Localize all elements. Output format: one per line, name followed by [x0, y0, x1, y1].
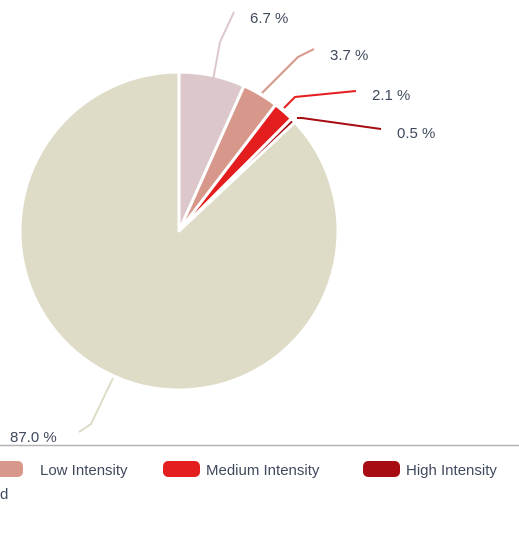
- legend-swatch-1: [163, 461, 200, 477]
- data-label-0: 87.0 %: [10, 429, 57, 446]
- data-label-4: 0.5 %: [397, 125, 435, 142]
- legend-swatch-2: [363, 461, 400, 477]
- legend-swatch-0: [0, 461, 23, 477]
- pie-slice-0: [18, 70, 340, 392]
- leader-line-2: [261, 48, 315, 94]
- legend-label-partial: d: [0, 486, 8, 503]
- leader-line-4: [297, 117, 382, 130]
- pie-slices: [18, 70, 340, 392]
- leader-line-3: [283, 90, 357, 109]
- legend: Low Intensity Medium Intensity High Intens…: [0, 461, 497, 503]
- data-label-2: 3.7 %: [330, 47, 368, 64]
- data-label-3: 2.1 %: [372, 87, 410, 104]
- legend-label-0: Low Intensity: [40, 462, 128, 479]
- leader-lines: [78, 11, 382, 433]
- leader-line-1: [212, 11, 235, 81]
- data-labels: 6.7 % 3.7 % 2.1 % 0.5 % 87.0 %: [10, 10, 435, 446]
- legend-label-1: Medium Intensity: [206, 462, 320, 479]
- legend-label-2: High Intensity: [406, 462, 497, 479]
- leader-line-0: [78, 377, 114, 433]
- data-label-1: 6.7 %: [250, 10, 288, 27]
